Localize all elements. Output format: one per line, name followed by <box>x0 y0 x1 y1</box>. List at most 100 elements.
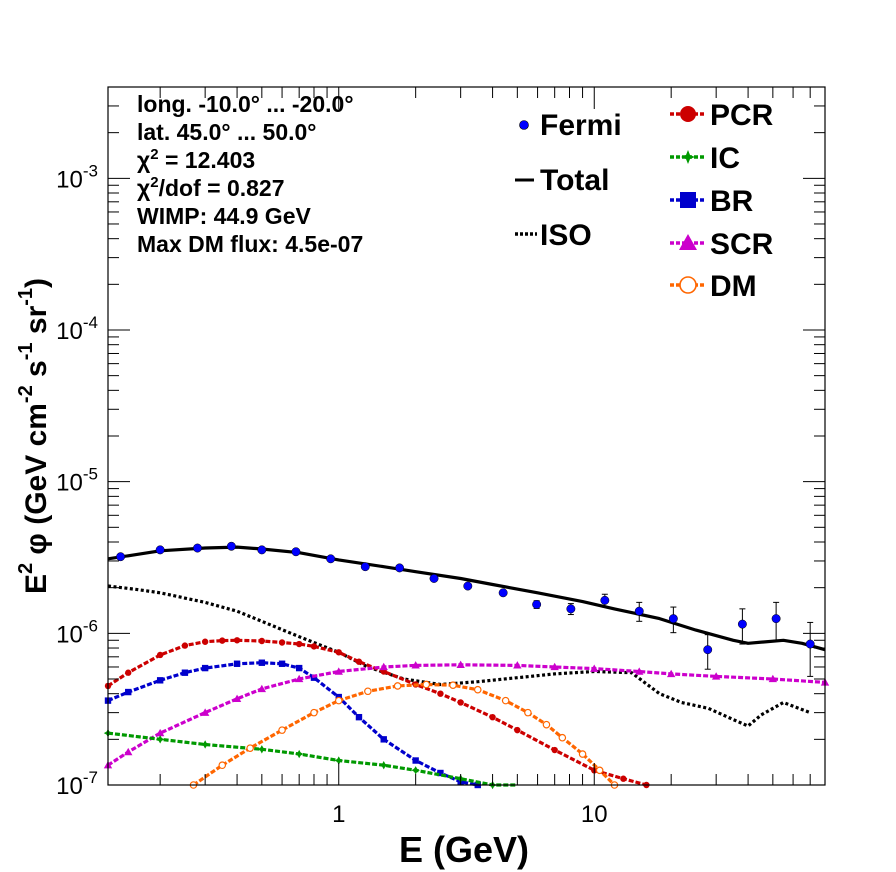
fermi-point <box>771 614 781 624</box>
marker-open-circle <box>334 696 343 705</box>
legend-components: PCR IC BR SCR DM <box>670 99 774 303</box>
marker-triangle <box>257 684 267 693</box>
marker-circle <box>551 746 558 754</box>
marker-triangle <box>513 661 522 669</box>
marker-square <box>412 757 419 764</box>
legend-ic-label: IC <box>710 142 740 175</box>
x-tick-label-1: 1 <box>332 801 345 828</box>
fermi-point <box>395 563 405 573</box>
fermi-point <box>155 545 165 555</box>
fermi-point <box>634 606 644 616</box>
x-axis-title: E (GeV) <box>399 829 529 870</box>
y-tick-label-1e-7: 10-7 <box>56 768 98 800</box>
fit-info-box: long. -10.0° ... -20.0° lat. 45.0° ... 5… <box>137 91 363 257</box>
marker-circle <box>310 643 318 650</box>
legend-iso-label: ISO <box>540 219 592 252</box>
series-layer <box>103 545 830 790</box>
fermi-point <box>737 619 747 629</box>
marker-square <box>233 660 241 667</box>
marker-triangle <box>232 694 242 703</box>
legend-data: Fermi Total ISO <box>515 109 622 252</box>
marker-triangle <box>200 708 210 716</box>
marker-star <box>155 735 165 744</box>
info-longitude: long. -10.0° ... -20.0° <box>137 91 354 117</box>
marker-square <box>201 664 209 672</box>
x-tick-labels: 1 10 <box>332 801 608 828</box>
legend-scr-marker <box>679 234 697 250</box>
marker-square <box>278 660 286 667</box>
fermi-point <box>703 645 713 655</box>
fermi-point <box>226 541 236 551</box>
legend-br-marker <box>680 192 696 208</box>
legend-pcr-marker <box>680 106 696 122</box>
marker-square <box>125 688 132 696</box>
marker-circle <box>181 642 189 649</box>
legend-br-label: BR <box>710 185 754 218</box>
info-wimp-mass: WIMP: 44.9 GeV <box>137 203 311 229</box>
marker-square <box>437 769 444 777</box>
legend-total-label: Total <box>540 164 609 197</box>
marker-triangle <box>666 669 676 678</box>
legend-dm-label: DM <box>710 270 757 303</box>
fermi-point <box>360 562 370 572</box>
marker-circle <box>233 637 241 644</box>
y-tick-label-1e-5: 10-5 <box>56 465 98 497</box>
info-chi2: χ2 = 12.403 <box>137 146 255 173</box>
marker-open-circle <box>393 682 402 690</box>
marker-square <box>258 659 266 666</box>
fermi-point <box>257 545 267 555</box>
marker-circle <box>278 639 286 646</box>
marker-square <box>355 713 363 721</box>
x-tick-label-10: 10 <box>581 801 608 828</box>
marker-square <box>295 664 303 672</box>
series-total-line <box>107 545 826 652</box>
fermi-point <box>463 581 473 591</box>
marker-circle <box>201 638 209 645</box>
fermi-point <box>498 588 508 598</box>
marker-open-circle <box>501 696 510 705</box>
fermi-point <box>600 595 610 605</box>
fermi-point <box>326 554 336 564</box>
marker-triangle <box>711 672 721 680</box>
marker-circle <box>258 637 266 645</box>
marker-triangle <box>456 660 465 669</box>
marker-circle <box>620 775 627 782</box>
marker-triangle <box>590 664 599 672</box>
legend-fermi-marker <box>519 120 529 130</box>
marker-square <box>156 677 164 684</box>
marker-circle <box>219 637 226 644</box>
marker-triangle <box>155 728 165 737</box>
marker-triangle <box>379 662 388 671</box>
marker-star <box>334 756 343 765</box>
axis-ticks <box>108 86 826 786</box>
marker-open-circle <box>578 750 587 758</box>
legend-pcr-label: PCR <box>710 99 774 132</box>
legend-scr-label: SCR <box>710 228 774 261</box>
fermi-point <box>116 552 126 562</box>
marker-star <box>294 749 304 759</box>
marker-star <box>257 745 267 754</box>
legend-dm-marker <box>679 276 697 294</box>
marker-open-circle <box>449 681 457 689</box>
marker-triangle <box>294 674 304 683</box>
fermi-point <box>429 574 439 583</box>
marker-open-circle <box>558 733 567 742</box>
fermi-point <box>566 604 576 614</box>
marker-circle <box>514 726 521 734</box>
fermi-point <box>291 547 301 557</box>
marker-open-circle <box>364 687 372 696</box>
marker-square <box>380 736 387 743</box>
marker-circle <box>335 649 342 656</box>
y-tick-label-1e-4: 10-4 <box>56 313 98 345</box>
marker-open-circle <box>595 766 604 775</box>
marker-triangle <box>334 667 343 675</box>
legend-fermi-label: Fermi <box>540 109 622 142</box>
info-latitude: lat. 45.0° ... 50.0° <box>137 119 317 145</box>
series-dm-line <box>192 682 616 787</box>
marker-open-circle <box>218 761 227 770</box>
marker-triangle <box>411 661 420 669</box>
y-tick-label-1e-6: 10-6 <box>56 616 98 648</box>
marker-circle <box>489 713 496 721</box>
y-tick-labels: 10-7 10-6 10-5 10-4 10-3 <box>56 161 98 800</box>
marker-open-circle <box>524 708 532 717</box>
